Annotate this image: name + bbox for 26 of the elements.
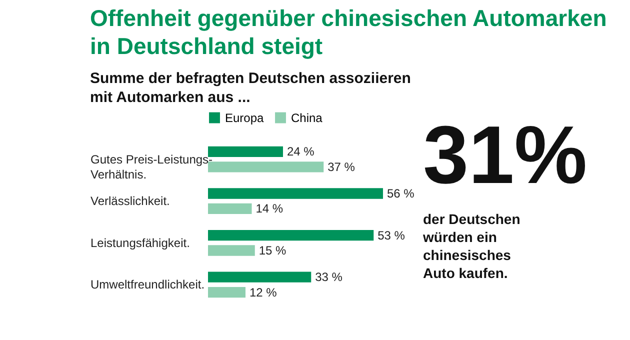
- bar: [208, 230, 374, 241]
- bar: [208, 203, 252, 214]
- data-label: 33 %: [315, 270, 343, 284]
- text: 31%: [423, 110, 588, 201]
- legend-label: Europa: [225, 110, 264, 125]
- data-label: 56 %: [387, 186, 415, 200]
- bar: [208, 272, 312, 282]
- text: der Deutschen würden ein chinesisches Auto kaufen.: [422, 211, 520, 281]
- y-tick-label: Verlässlichkeit.: [90, 194, 170, 208]
- text: Summe der befragten Deutschen assoziieren: [90, 70, 411, 87]
- legend-label: China: [291, 110, 323, 125]
- data-label: 53 %: [378, 228, 406, 242]
- text: in Deutschland steigt: [90, 33, 323, 59]
- bar: [208, 286, 246, 298]
- y-tick-label: Gutes Preis-Leistungs- Verhältnis.: [90, 152, 213, 182]
- data-label: 37 %: [328, 160, 356, 174]
- bar: [208, 188, 383, 199]
- data-label: 15 %: [258, 244, 287, 258]
- data-label: 14 %: [256, 202, 284, 216]
- y-tick-label: Umweltfreundlichkeit.: [90, 278, 205, 292]
- y-tick-label: Leistungsfähigkeit.: [90, 236, 190, 250]
- text: Offenheit gegenüber chinesischen Automarken: [90, 5, 607, 31]
- text: mit Automarken aus ...: [90, 89, 250, 106]
- bar: [208, 245, 255, 256]
- data-label: 12 %: [250, 285, 278, 300]
- data-label: 24 %: [287, 144, 315, 159]
